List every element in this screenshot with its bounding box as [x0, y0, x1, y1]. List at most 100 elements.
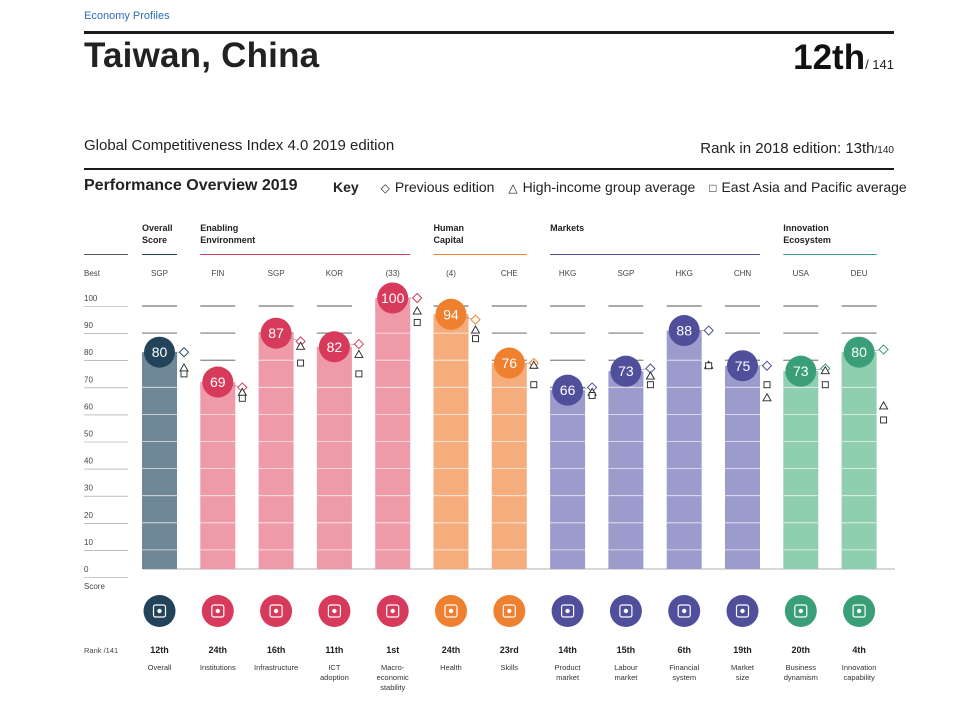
y-tick-label: 70: [84, 375, 93, 384]
best-performer: KOR: [326, 269, 344, 278]
pillar-label: economic: [377, 673, 409, 682]
pillar-label: size: [736, 673, 749, 682]
page-title: Taiwan, China: [84, 36, 320, 75]
east-asia-marker: [297, 359, 305, 367]
pillar-rank: 4th: [852, 645, 866, 655]
rank-row-label: Rank /141: [84, 646, 118, 655]
pillar-label: Product: [555, 663, 582, 672]
y-tick-label: 30: [84, 484, 93, 493]
pillar-label: Overall: [148, 663, 172, 672]
east-asia-marker: [238, 394, 246, 402]
pillar-glyph-dot: [798, 608, 803, 614]
east-asia-marker: [763, 381, 771, 389]
score-value: 80: [851, 344, 867, 360]
score-bar: [666, 330, 702, 569]
score-bar: [375, 298, 411, 569]
east-asia-marker: [821, 381, 829, 389]
score-dot: [727, 350, 758, 382]
group-label: Enabling: [200, 223, 238, 233]
score-dot: [260, 317, 292, 349]
pillar-glyph: [852, 604, 866, 618]
pillar-glyph-dot: [157, 608, 162, 614]
east-asia-marker: [413, 318, 421, 326]
best-performer: USA: [793, 269, 810, 278]
score-value: 87: [268, 325, 284, 341]
pillar-glyph: [444, 604, 458, 618]
score-bar: [725, 365, 760, 569]
y-tick-label: 90: [84, 321, 93, 330]
score-bar: [316, 346, 352, 569]
previous-edition-marker: [761, 360, 773, 371]
score-bar: [841, 352, 877, 569]
y-tick-label: 100: [84, 294, 98, 303]
pillar-glyph: [327, 604, 341, 618]
pillar-label: market: [556, 673, 580, 682]
pillar-label: Market: [731, 663, 755, 672]
high-income-marker: [354, 349, 364, 358]
best-performer: (33): [386, 269, 401, 278]
key-east-asia: East Asia and Pacific average: [721, 179, 907, 195]
pillar-glyph-dot: [332, 608, 337, 614]
score-dot: [785, 355, 817, 387]
best-performer: (4): [446, 269, 456, 278]
pillar-glyph-dot: [507, 608, 512, 614]
score-dot: [843, 336, 875, 368]
score-dot: [144, 336, 175, 368]
y-tick-label: 80: [84, 348, 93, 357]
pillar-glyph-dot: [856, 608, 862, 614]
group-label: Environment: [200, 235, 255, 245]
pillar-glyph-dot: [623, 608, 629, 614]
best-performer: HKG: [676, 269, 693, 278]
y-tick-label: 0: [84, 565, 89, 574]
score-bar: [200, 382, 236, 569]
high-income-marker: [470, 325, 481, 334]
east-asia-marker: [180, 370, 188, 378]
high-income-marker: [762, 392, 772, 402]
pillar-rank: 15th: [617, 645, 636, 655]
score-bar: [608, 371, 644, 569]
y-tick-label: 60: [84, 402, 93, 411]
best-performer: SGP: [268, 269, 285, 278]
score-value: 73: [793, 363, 809, 379]
pillar-label: Labour: [614, 663, 638, 672]
best-performer: SGP: [151, 269, 168, 278]
group-label: Ecosystem: [783, 235, 831, 245]
y-tick-label: 10: [84, 538, 93, 547]
score-dot: [377, 282, 409, 314]
overall-rank-value: 12th: [793, 38, 866, 77]
score-dot: [610, 355, 642, 387]
group-label: Markets: [550, 223, 584, 233]
pillar-label: dynamism: [784, 673, 818, 682]
pillar-label: Business: [786, 663, 817, 672]
score-dot: [552, 374, 584, 406]
high-income-marker: [179, 363, 189, 372]
score-value: 66: [560, 382, 576, 398]
east-asia-marker: [705, 362, 713, 370]
score-dot: [668, 315, 700, 347]
rank-2018-total: /140: [874, 145, 894, 156]
high-income-marker: [529, 360, 539, 369]
best-performer: SGP: [617, 269, 634, 278]
best-performer: CHN: [734, 269, 752, 278]
group-label: Innovation: [783, 223, 829, 233]
section-divider: [84, 168, 894, 170]
score-value: 80: [152, 344, 168, 360]
breadcrumb[interactable]: Economy Profiles: [84, 10, 170, 22]
pillar-glyph: [269, 604, 283, 618]
pillar-label: system: [672, 673, 696, 682]
pillar-rank: 12th: [150, 645, 169, 655]
score-bar: [783, 371, 819, 569]
score-dot: [318, 331, 350, 363]
triangle-outline-icon: △: [508, 181, 518, 195]
east-asia-marker: [472, 335, 479, 343]
east-asia-marker: [355, 370, 363, 378]
score-value: 94: [443, 306, 459, 322]
score-value: 100: [381, 290, 405, 306]
overview-title: Performance Overview 2019: [84, 177, 298, 194]
pillar-glyph-dot: [390, 608, 395, 614]
pillar-rank: 24th: [209, 645, 228, 655]
high-income-marker: [878, 400, 889, 410]
best-label: Best: [84, 269, 101, 278]
previous-edition-marker: [470, 314, 481, 325]
pillar-rank: 20th: [792, 645, 811, 655]
